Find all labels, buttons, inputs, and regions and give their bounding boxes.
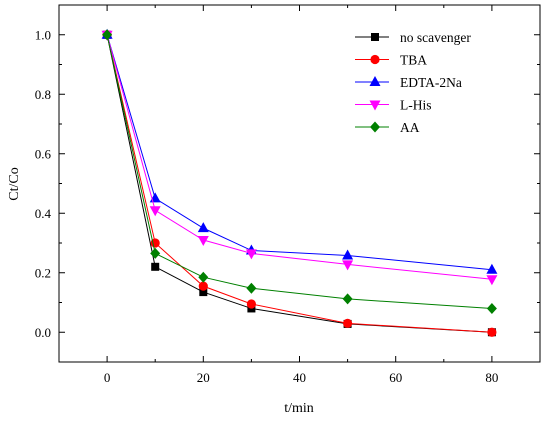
y-tick-label: 0.6 [35,146,52,161]
data-point-l-his [342,260,354,271]
y-axis-label: Ct/Co [7,167,22,200]
data-point-tba [246,299,256,309]
data-point-tba [343,318,353,328]
data-point-l-his [197,236,209,247]
y-tick-label: 0.4 [35,206,52,221]
x-tick-label: 0 [104,370,111,385]
x-tick-label: 40 [293,370,306,385]
legend-label-edta-2na: EDTA-2Na [400,75,462,90]
legend-marker-edta-2na [369,76,381,86]
data-point-aa [246,282,257,294]
series-aa [102,29,497,314]
plot-frame [58,4,541,363]
data-point-l-his [149,206,161,217]
data-point-tba [487,327,497,337]
data-point-l-his [486,275,498,286]
data-point-edta-2na [342,249,354,260]
x-tick-label: 80 [485,370,498,385]
legend-marker-l-his [369,100,381,111]
y-tick-label: 0.0 [35,325,51,340]
legend-label-aa: AA [400,120,420,135]
data-point-edta-2na [197,222,209,233]
data-point-l-his [245,249,257,260]
data-point-aa [486,302,497,314]
data-point-aa [150,247,161,259]
x-axis-label: t/min [284,401,314,416]
series-edta-2na [101,28,498,274]
series-line-tba [106,34,492,333]
data-point-aa [102,29,113,41]
data-point-no-scavenger [199,288,208,297]
x-tick-label: 20 [197,370,210,385]
series-l-his [101,30,498,286]
y-tick-label: 0.8 [35,87,51,102]
legend-marker-no-scavenger [371,33,379,41]
legend-marker-aa [370,121,380,133]
series-line-l-his [106,34,492,280]
legend-label-l-his: L-His [400,98,432,113]
data-point-tba [198,281,208,291]
data-point-aa [342,293,353,305]
legend-label-no-scavenger: no scavenger [400,30,471,45]
y-tick-label: 0.2 [35,265,51,280]
axis-ticks: 0 20 40 60 80 0.0 0.2 0.4 0.6 0.8 1.0 [35,5,540,385]
data-point-aa [198,271,209,283]
series-line-edta-2na [106,34,492,271]
data-point-no-scavenger [151,262,160,271]
legend: no scavenger TBA EDTA-2Na L-His AA [355,30,471,135]
data-point-edta-2na [486,263,498,274]
series-layer [101,28,498,337]
y-tick-label: 1.0 [35,27,51,42]
legend-label-tba: TBA [400,53,427,68]
series-line-aa [106,34,492,309]
x-tick-label: 60 [389,370,402,385]
legend-marker-tba [370,54,380,65]
